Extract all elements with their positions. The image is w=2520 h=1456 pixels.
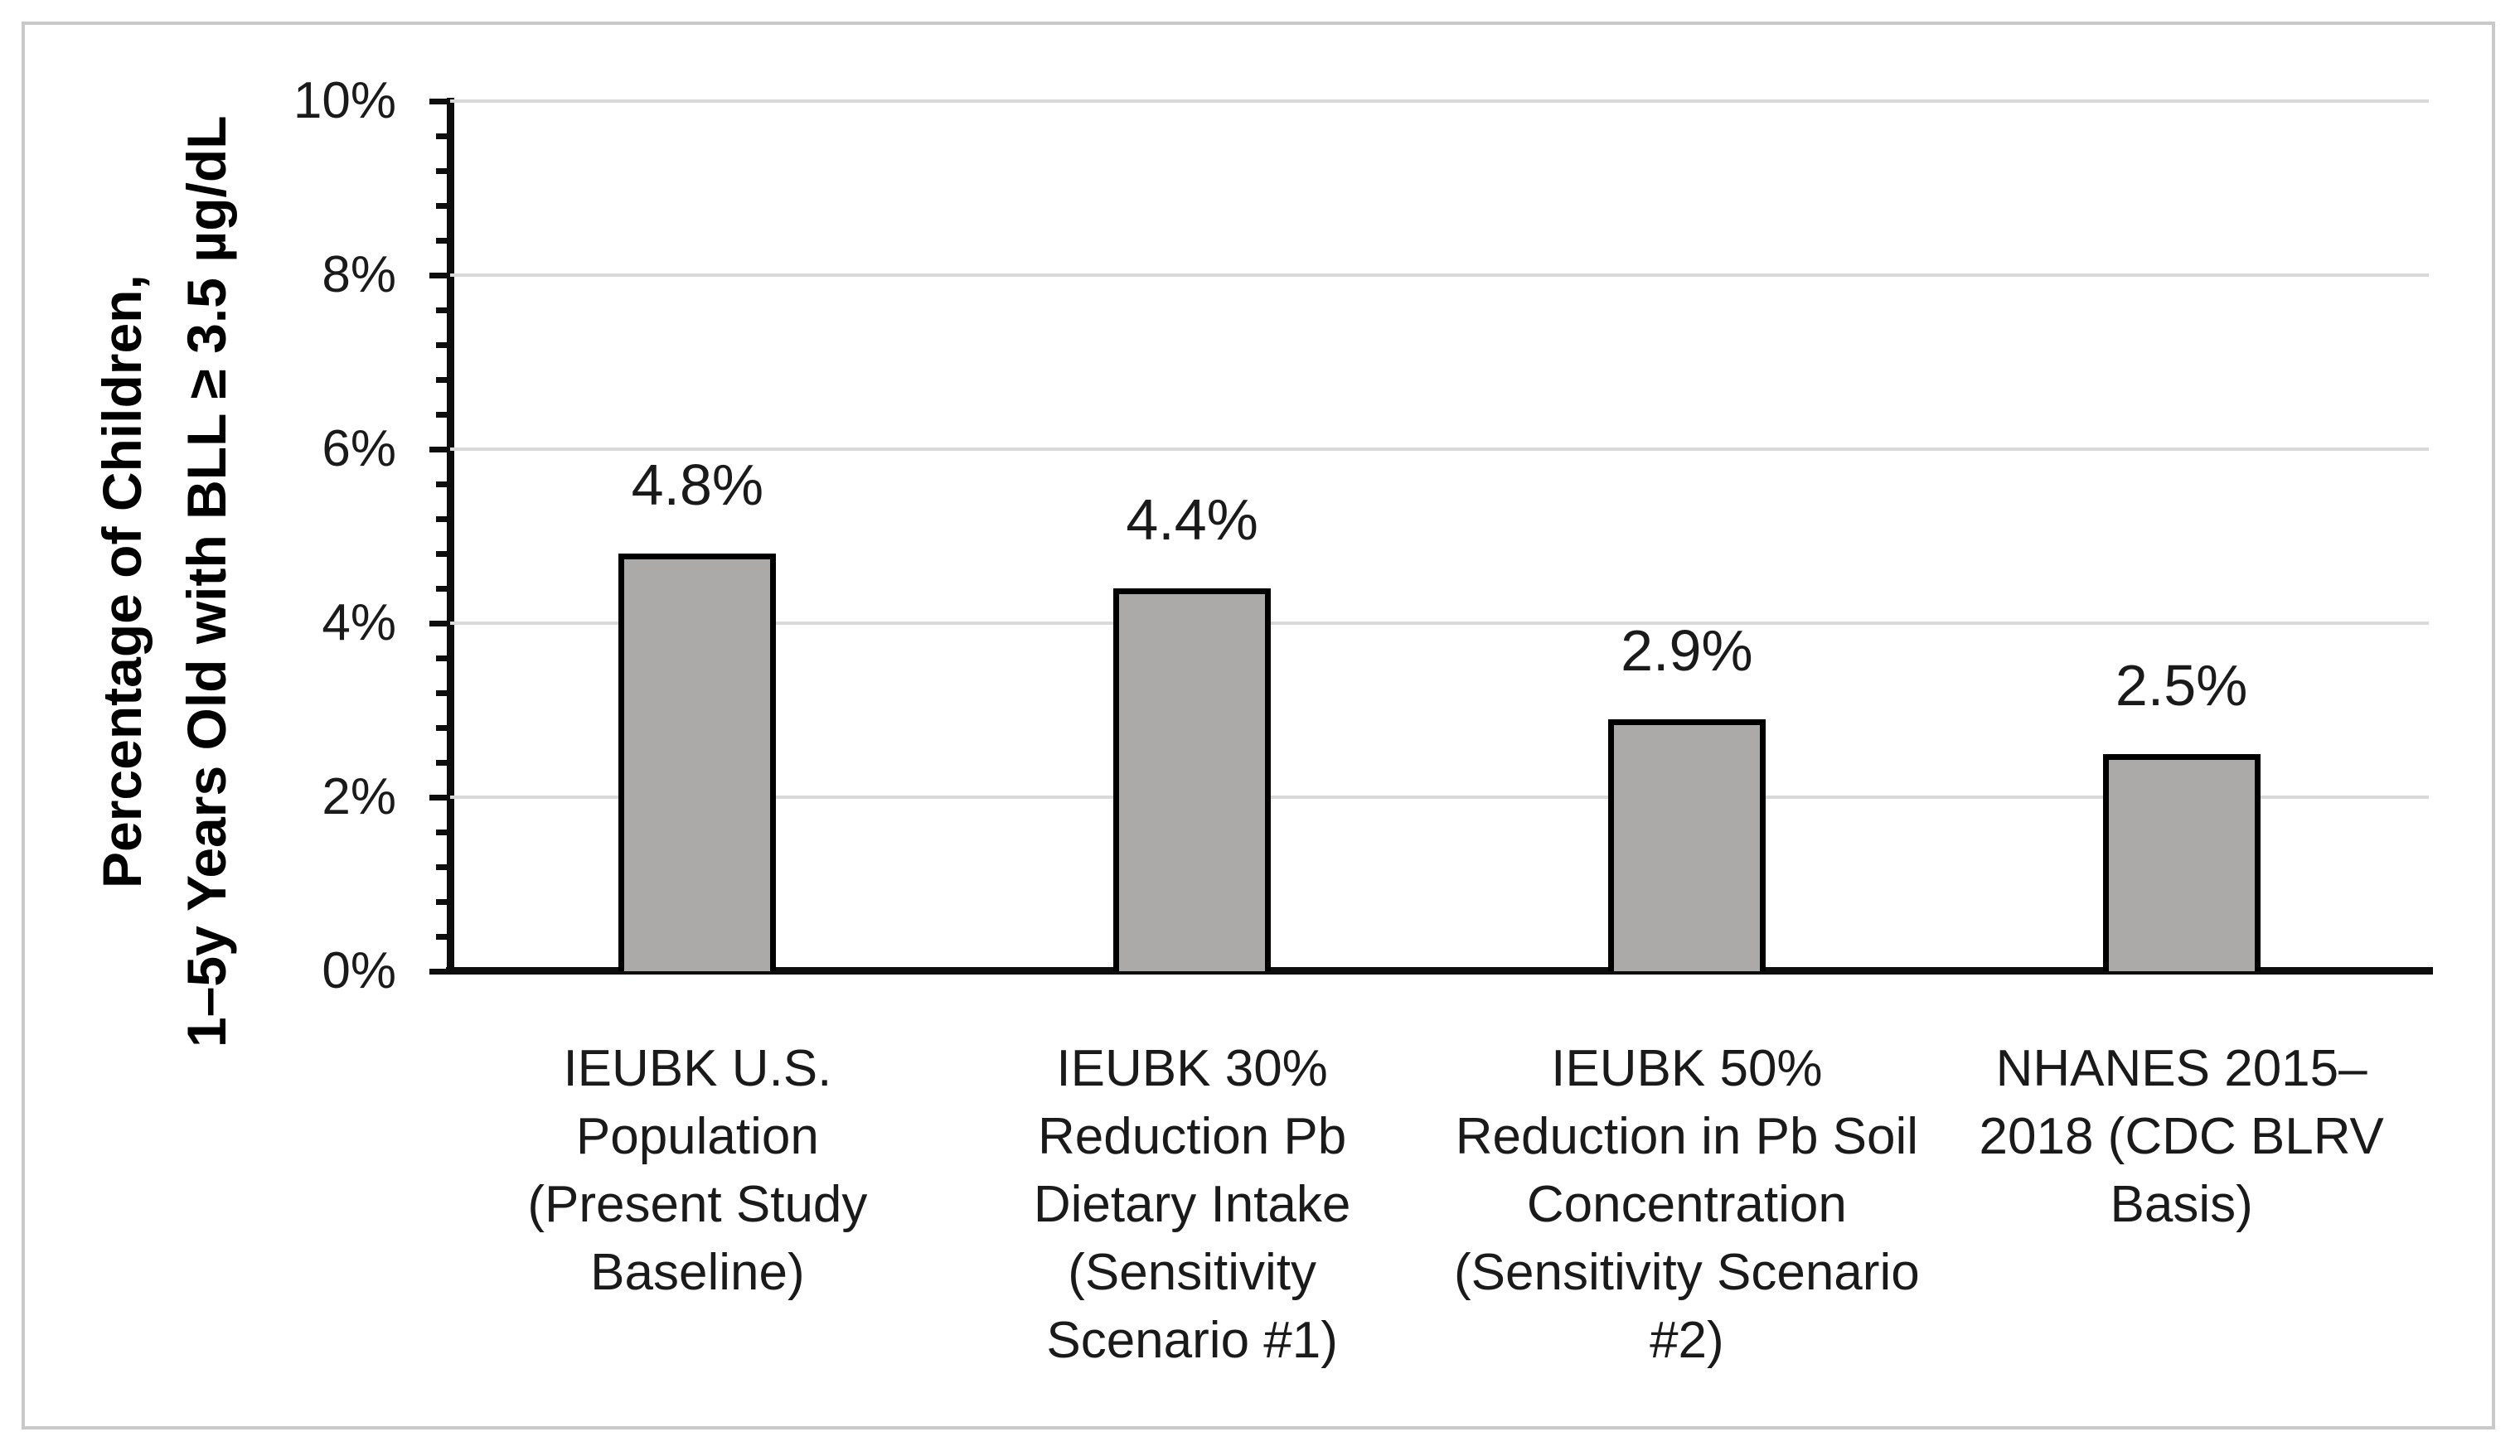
y-minor-tick	[436, 863, 447, 870]
y-tick-label: 8%	[322, 246, 396, 303]
gridline	[450, 622, 2429, 625]
x-category-label: IEUBK 30% Reduction Pb Dietary Intake (S…	[1033, 1040, 1351, 1369]
y-minor-tick	[436, 585, 447, 592]
plot-area: 4.8% 4.4% 2.9% 2.5%	[429, 98, 2433, 975]
y-tick-label: 4%	[322, 594, 396, 651]
y-minor-tick	[436, 133, 447, 139]
y-major-tick	[429, 272, 447, 278]
bar-data-label: 4.8%	[631, 452, 764, 517]
x-axis-line	[446, 967, 2433, 975]
y-major-tick	[429, 620, 447, 626]
gridline	[450, 447, 2429, 451]
bar-data-label: 2.9%	[1621, 617, 1753, 683]
y-major-tick	[429, 98, 447, 104]
y-major-tick	[429, 446, 447, 452]
y-major-tick	[429, 794, 447, 801]
bar	[618, 554, 777, 971]
y-minor-tick	[436, 202, 447, 209]
y-axis-line	[447, 98, 454, 975]
gridline	[450, 796, 2429, 799]
y-minor-tick	[436, 307, 447, 313]
y-minor-tick	[436, 515, 447, 522]
y-minor-tick	[436, 655, 447, 661]
y-minor-tick	[436, 376, 447, 383]
y-minor-tick	[436, 933, 447, 940]
x-category-label: NHANES 2015– 2018 (CDC BLRV Basis)	[1979, 1040, 2384, 1233]
y-axis-title-line1: Percentage of Children,	[91, 274, 153, 889]
y-minor-tick	[436, 759, 447, 766]
y-minor-tick	[436, 341, 447, 348]
y-tick-label: 10%	[293, 72, 396, 129]
gridline	[450, 273, 2429, 277]
y-minor-tick	[436, 411, 447, 418]
y-minor-tick	[436, 550, 447, 557]
y-minor-tick	[436, 481, 447, 487]
bar-data-label: 4.4%	[1126, 487, 1258, 552]
x-category-label: IEUBK U.S. Population (Present Study Bas…	[527, 1040, 868, 1301]
y-minor-tick	[436, 724, 447, 731]
x-category-label: IEUBK 50% Reduction in Pb Soil Concentra…	[1454, 1040, 1920, 1369]
y-tick-label: 6%	[322, 420, 396, 477]
bar-data-label: 2.5%	[2115, 652, 2248, 718]
bar	[1113, 588, 1272, 971]
gridline	[450, 99, 2429, 103]
bar	[2102, 753, 2261, 971]
y-minor-tick	[436, 829, 447, 835]
y-minor-tick	[436, 167, 447, 174]
y-minor-tick	[436, 689, 447, 696]
y-major-tick	[429, 968, 447, 975]
y-minor-tick	[436, 898, 447, 905]
y-tick-label: 0%	[322, 942, 396, 999]
bar	[1607, 718, 1766, 971]
y-minor-tick	[436, 237, 447, 244]
y-tick-label: 2%	[322, 768, 396, 825]
